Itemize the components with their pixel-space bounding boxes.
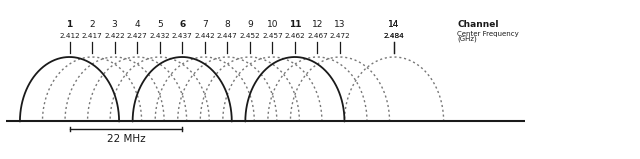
Text: 2.412: 2.412	[59, 33, 80, 39]
Text: 14: 14	[388, 20, 400, 29]
Text: 11: 11	[289, 20, 301, 29]
Text: 2: 2	[89, 20, 95, 29]
Text: 3: 3	[112, 20, 118, 29]
Text: 7: 7	[202, 20, 207, 29]
Text: 2.462: 2.462	[285, 33, 305, 39]
Text: 2.437: 2.437	[172, 33, 193, 39]
Text: 14: 14	[388, 20, 400, 29]
Text: 9: 9	[247, 20, 253, 29]
Text: 2.457: 2.457	[262, 33, 283, 39]
Text: 2.427: 2.427	[127, 33, 147, 39]
Text: 2.467: 2.467	[307, 33, 328, 39]
Text: 1: 1	[67, 20, 72, 29]
Text: 22 MHz: 22 MHz	[106, 134, 145, 144]
Text: 2.432: 2.432	[149, 33, 170, 39]
Text: 8: 8	[225, 20, 230, 29]
Text: 6: 6	[179, 20, 186, 29]
Text: 10: 10	[267, 20, 278, 29]
Text: 2.442: 2.442	[195, 33, 215, 39]
Text: 2.484: 2.484	[384, 33, 404, 39]
Text: (GHz): (GHz)	[457, 35, 477, 42]
Text: 2.422: 2.422	[104, 33, 125, 39]
Text: 4: 4	[134, 20, 140, 29]
Text: 2.417: 2.417	[82, 33, 102, 39]
Text: 2.484: 2.484	[384, 33, 404, 39]
Text: Center Frequency: Center Frequency	[457, 31, 519, 37]
Text: 2.447: 2.447	[217, 33, 237, 39]
Text: 2.452: 2.452	[239, 33, 260, 39]
Text: 12: 12	[312, 20, 323, 29]
Text: Channel: Channel	[457, 20, 499, 29]
Text: 2.472: 2.472	[330, 33, 350, 39]
Text: 5: 5	[157, 20, 163, 29]
Text: 13: 13	[334, 20, 346, 29]
